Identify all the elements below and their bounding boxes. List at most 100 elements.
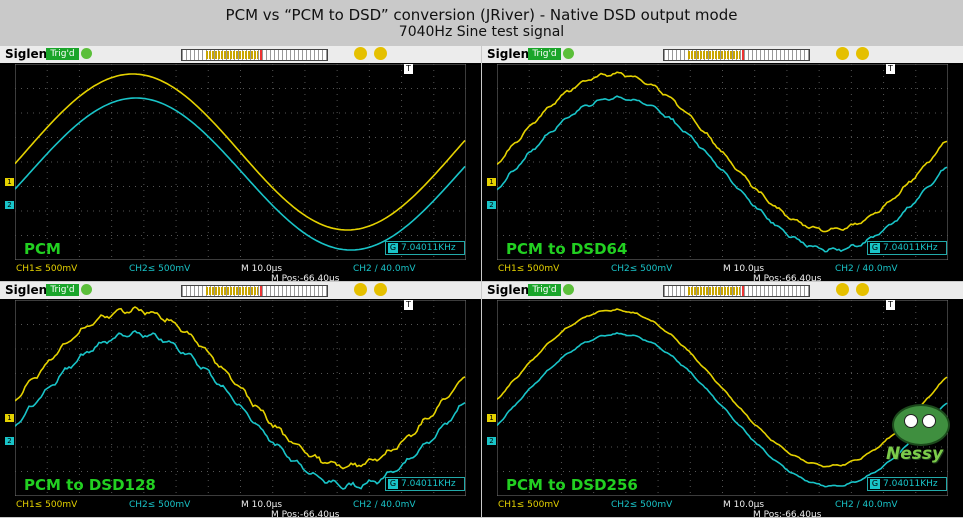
title-line-2: 7040Hz Sine test signal	[398, 24, 565, 40]
scope-panel-1: Siglent Trig'd T 1 2 PCM G 7.04011KHz CH1…	[0, 46, 481, 281]
ch2-level-marker: 2	[487, 201, 496, 209]
ch1-trace	[497, 308, 948, 468]
trigger-position-marker: T	[886, 300, 895, 310]
waveform-screen	[497, 300, 948, 496]
ch1-trace	[15, 306, 466, 470]
frequency-value: 7.04011KHz	[401, 479, 456, 489]
print-icon	[354, 47, 367, 60]
ch2-level-marker: 2	[487, 437, 496, 445]
trigger-setting: CH2 ∕ 40.0mV	[353, 264, 416, 274]
memory-position: M Pos:-66.40µs	[753, 274, 822, 281]
key-icon	[374, 283, 387, 296]
freq-counter-icon: G	[388, 243, 398, 253]
timebase-readout: M 10.0µs	[241, 500, 283, 510]
ch2-level-marker: 2	[5, 437, 14, 445]
trigger-position-marker: T	[404, 300, 413, 310]
waveform-screen	[15, 64, 466, 260]
ch1-scale: CH1≤ 500mV	[498, 500, 560, 510]
frequency-readout: G 7.04011KHz	[385, 241, 465, 255]
ch1-level-marker: 1	[5, 178, 14, 186]
trigger-position-marker: T	[404, 64, 413, 74]
scope-panel-4: Siglent Trig'd T 1 2 PCM to DSD256 G 7.04…	[482, 282, 963, 517]
logo-head-icon	[892, 404, 950, 446]
panel-label: PCM	[24, 240, 61, 258]
scope-brand: Siglent	[487, 47, 535, 61]
trigger-setting: CH2 ∕ 40.0mV	[835, 500, 898, 510]
ch1-level-marker: 1	[487, 414, 496, 422]
ch2-trace	[15, 329, 466, 490]
print-icon	[836, 47, 849, 60]
scope-panel-2: Siglent Trig'd T 1 2 PCM to DSD64 G 7.040…	[482, 46, 963, 281]
panel-label: PCM to DSD64	[506, 240, 628, 258]
panel-label: PCM to DSD256	[506, 476, 638, 494]
ch2-scale: CH2≤ 500mV	[611, 500, 673, 510]
horizontal-position-bar	[663, 285, 810, 297]
usb-icon	[563, 284, 574, 295]
scope-brand: Siglent	[5, 283, 53, 297]
timebase-readout: M 10.0µs	[241, 264, 283, 274]
ch1-level-marker: 1	[5, 414, 14, 422]
scope-brand: Siglent	[5, 47, 53, 61]
trigger-status-badge: Trig'd	[528, 48, 561, 60]
logo-eye-icon	[904, 414, 918, 428]
freq-counter-icon: G	[388, 479, 398, 489]
ch2-trace	[497, 332, 948, 488]
panel-label: PCM to DSD128	[24, 476, 156, 494]
ch1-trace	[15, 73, 466, 231]
ch1-trace	[497, 71, 948, 233]
trigger-position-marker: T	[886, 64, 895, 74]
title-line-1: PCM vs “PCM to DSD” conversion (JRiver) …	[225, 6, 738, 24]
ch2-trace	[15, 97, 466, 251]
frequency-value: 7.04011KHz	[401, 243, 456, 253]
nessy-logo: Nessy	[882, 398, 962, 470]
print-icon	[836, 283, 849, 296]
horizontal-position-bar	[663, 49, 810, 61]
waveform-screen	[497, 64, 948, 260]
scope-status-bar: Siglent Trig'd	[482, 46, 963, 63]
key-icon	[374, 47, 387, 60]
memory-position: M Pos:-66.40µs	[271, 510, 340, 517]
frequency-readout: G 7.04011KHz	[385, 477, 465, 491]
memory-position: M Pos:-66.40µs	[753, 510, 822, 517]
trigger-setting: CH2 ∕ 40.0mV	[835, 264, 898, 274]
trigger-status-badge: Trig'd	[46, 48, 79, 60]
trigger-setting: CH2 ∕ 40.0mV	[353, 500, 416, 510]
scope-status-bar: Siglent Trig'd	[0, 282, 481, 299]
timebase-readout: M 10.0µs	[723, 500, 765, 510]
scope-panel-3: Siglent Trig'd T 1 2 PCM to DSD128 G 7.04…	[0, 282, 481, 517]
memory-position: M Pos:-66.40µs	[271, 274, 340, 281]
ch2-scale: CH2≤ 500mV	[611, 264, 673, 274]
key-icon	[856, 283, 869, 296]
key-icon	[856, 47, 869, 60]
freq-counter-icon: G	[870, 243, 880, 253]
ch2-level-marker: 2	[5, 201, 14, 209]
print-icon	[354, 283, 367, 296]
scope-brand: Siglent	[487, 283, 535, 297]
scope-status-bar: Siglent Trig'd	[0, 46, 481, 63]
waveform-screen	[15, 300, 466, 496]
frequency-readout: G 7.04011KHz	[867, 241, 947, 255]
frequency-value: 7.04011KHz	[883, 479, 938, 489]
ch1-scale: CH1≤ 500mV	[16, 264, 78, 274]
usb-icon	[81, 284, 92, 295]
logo-text: Nessy	[886, 444, 944, 464]
horizontal-position-bar	[181, 49, 328, 61]
scope-status-bar: Siglent Trig'd	[482, 282, 963, 299]
ch2-scale: CH2≤ 500mV	[129, 500, 191, 510]
figure-title: PCM vs “PCM to DSD” conversion (JRiver) …	[0, 0, 963, 46]
horizontal-position-bar	[181, 285, 328, 297]
ch1-scale: CH1≤ 500mV	[498, 264, 560, 274]
usb-icon	[81, 48, 92, 59]
trigger-status-badge: Trig'd	[528, 284, 561, 296]
ch1-level-marker: 1	[487, 178, 496, 186]
logo-eye-icon	[922, 414, 936, 428]
timebase-readout: M 10.0µs	[723, 264, 765, 274]
usb-icon	[563, 48, 574, 59]
freq-counter-icon: G	[870, 479, 880, 489]
trigger-status-badge: Trig'd	[46, 284, 79, 296]
ch2-scale: CH2≤ 500mV	[129, 264, 191, 274]
frequency-readout: G 7.04011KHz	[867, 477, 947, 491]
ch1-scale: CH1≤ 500mV	[16, 500, 78, 510]
frequency-value: 7.04011KHz	[883, 243, 938, 253]
ch2-trace	[497, 95, 948, 253]
